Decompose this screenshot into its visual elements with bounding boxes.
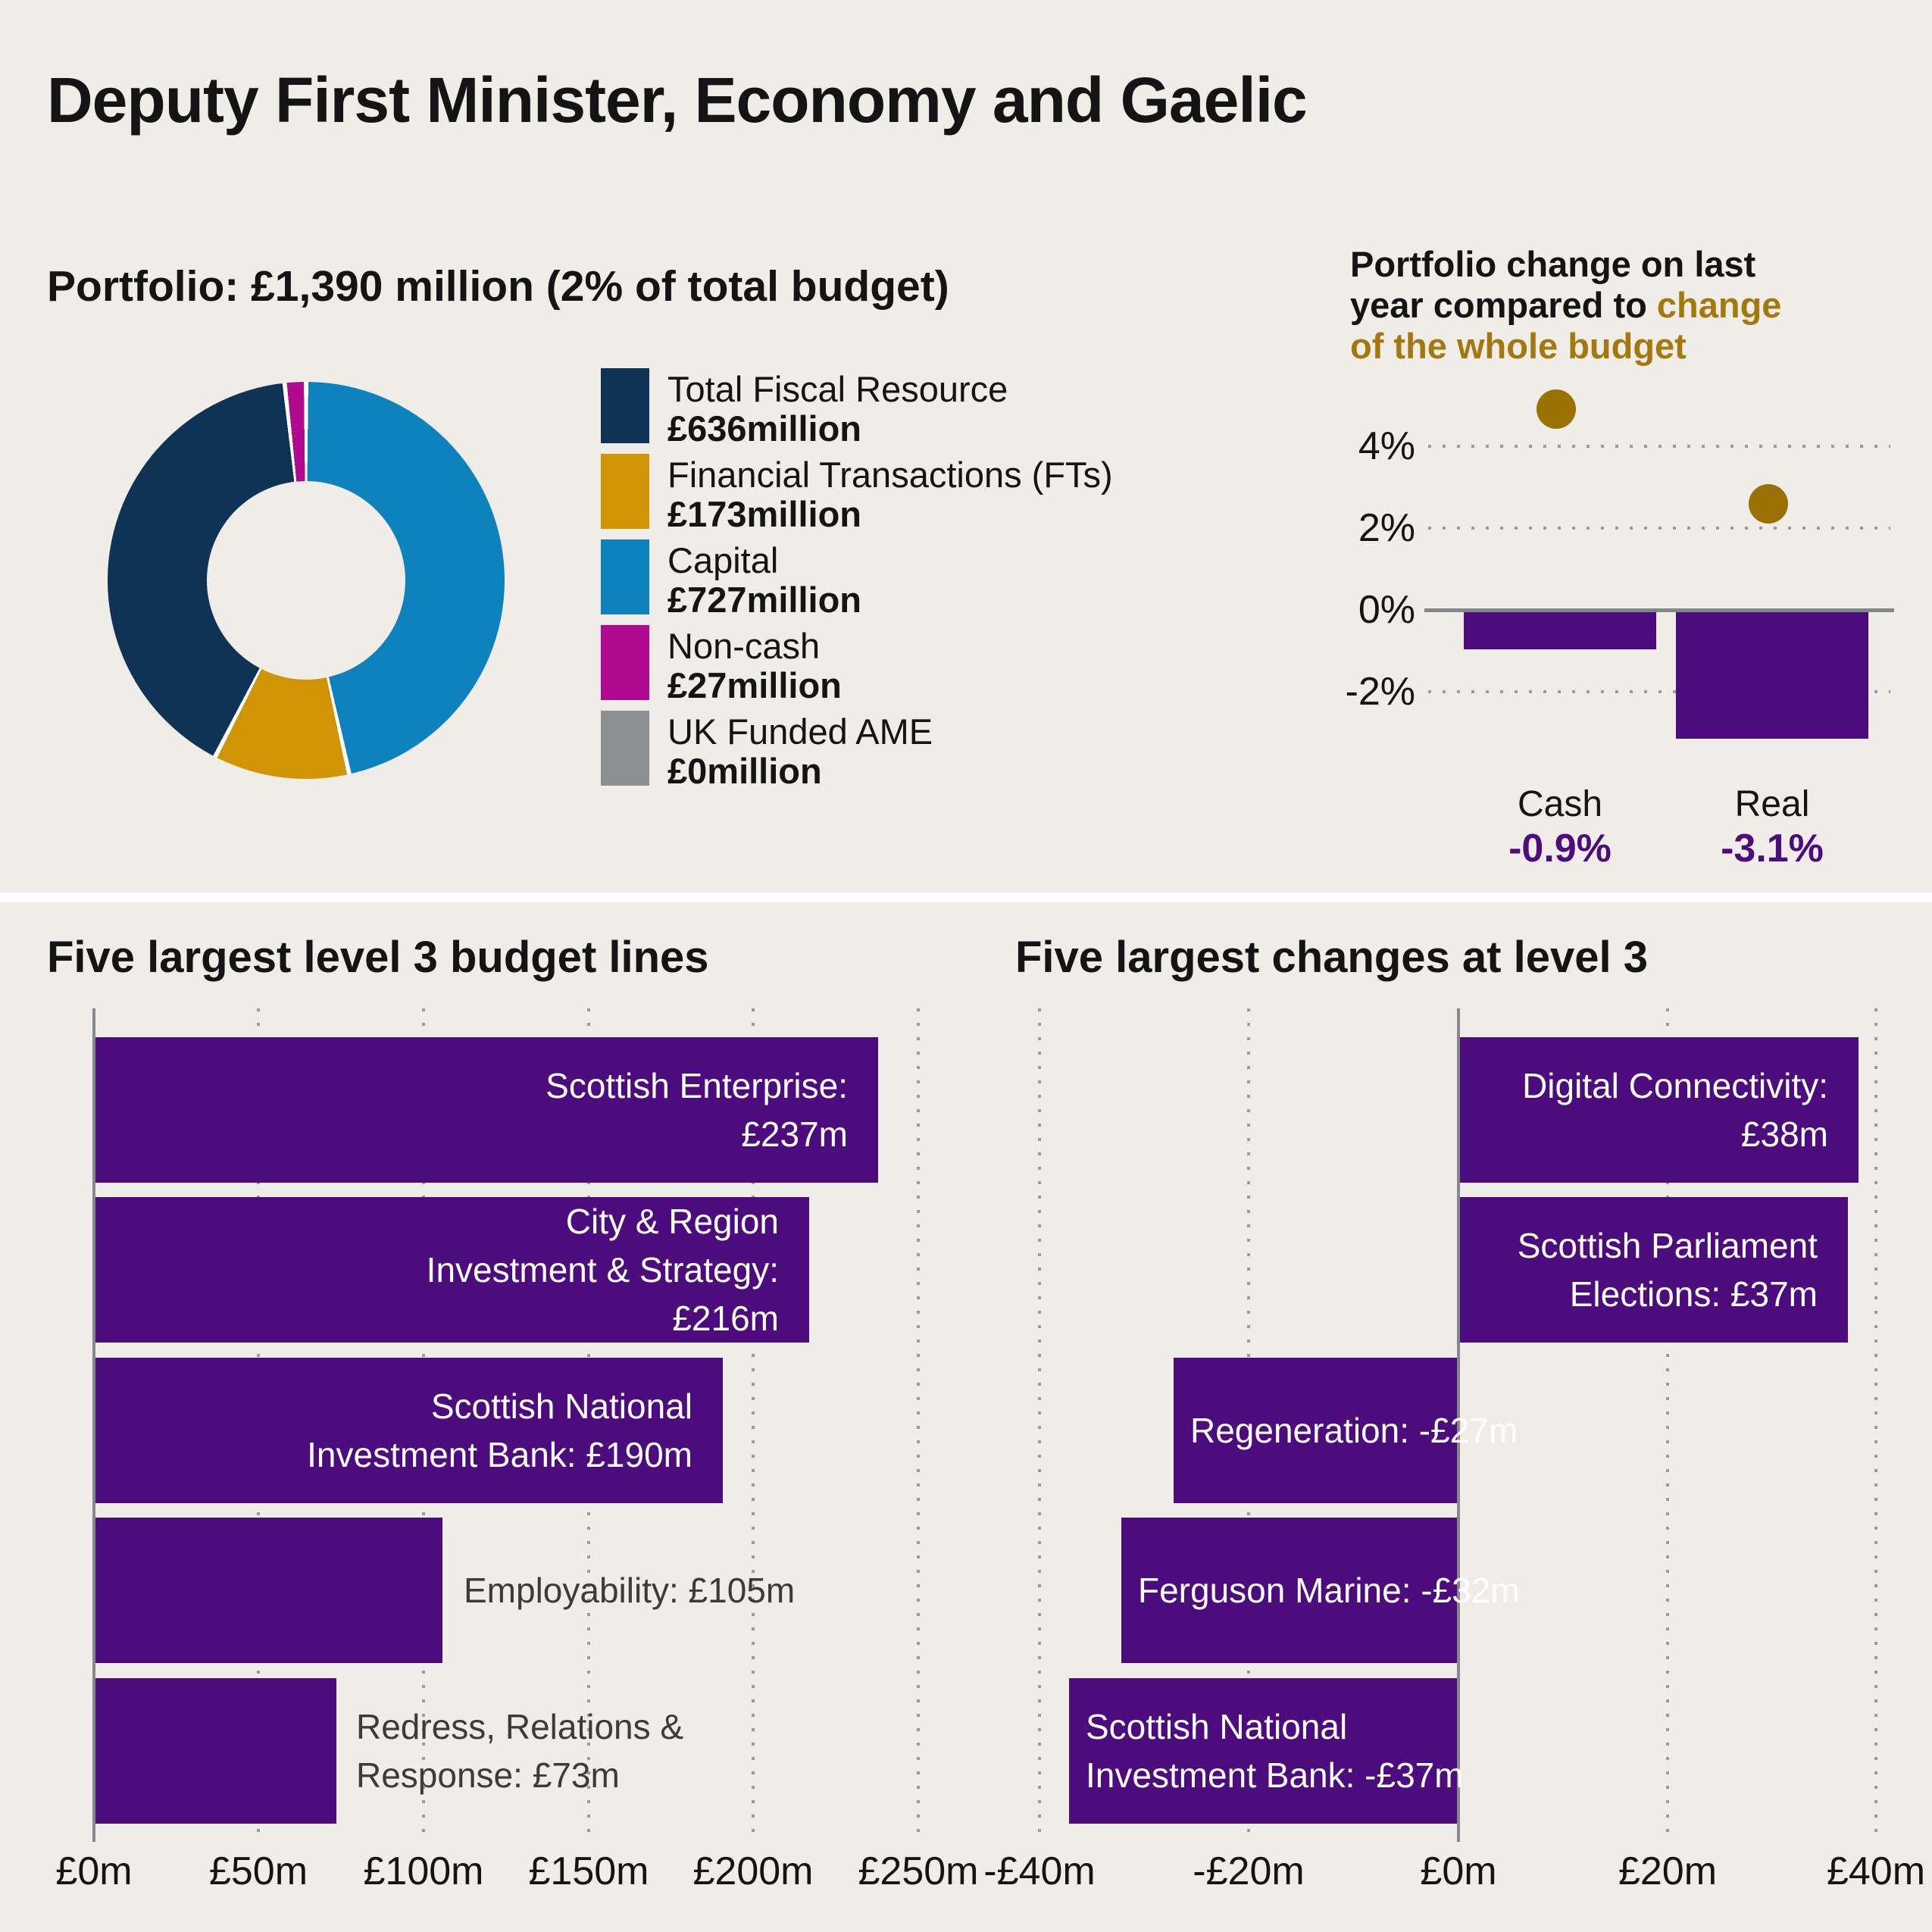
change-level3-bar: Regeneration: -£27m (1174, 1358, 1518, 1503)
x-tick-label: £200m (692, 1849, 814, 1893)
gridline (1666, 1008, 1669, 1842)
gridline (1874, 1008, 1877, 1842)
change-chart-title-line2-gold: change (1656, 285, 1782, 325)
bar-label-line: Scottish National (1086, 1707, 1348, 1746)
zero-axis (1457, 1008, 1460, 1842)
zero-axis (92, 1008, 95, 1842)
bar-outside-label: Employability: £105m (464, 1571, 796, 1610)
donut-hole (207, 481, 405, 680)
bar-label-line: Scottish Enterprise: (546, 1066, 848, 1105)
legend-item: UK Funded AME £0million (601, 711, 1113, 791)
legend-label: Non-cash (667, 626, 821, 666)
gridline (1428, 690, 1890, 693)
section-divider (0, 893, 1932, 902)
category-label: Cash (1517, 784, 1603, 824)
legend-value: £727million (667, 580, 861, 620)
right-chart-heading: Five largest changes at level 3 (1015, 933, 1648, 982)
gridline (917, 1008, 920, 1842)
change-bar (1464, 612, 1656, 649)
legend-item: Total Fiscal Resource £636million (601, 368, 1113, 449)
x-tick-label: £50m (208, 1849, 308, 1893)
legend-value: £0million (667, 751, 822, 791)
page-title: Deputy First Minister, Economy and Gaeli… (47, 64, 1308, 136)
bar-label-line: Regeneration: -£27m (1190, 1411, 1518, 1450)
budget-change-dot (1537, 389, 1576, 430)
bar-label-line: Ferguson Marine: -£32m (1138, 1571, 1520, 1610)
change-value-label: -0.9% (1508, 827, 1612, 871)
y-tick-label: 0% (1358, 588, 1415, 632)
change-chart-title-line1: Portfolio change on last (1350, 244, 1756, 284)
change-bar (1676, 612, 1868, 739)
gridline (1428, 527, 1890, 530)
x-tick-label: -£20m (1193, 1849, 1305, 1893)
y-tick-label: -2% (1345, 670, 1415, 714)
x-tick-label: £0m (1420, 1849, 1497, 1893)
bar-label-line: Scottish Parliament (1517, 1226, 1818, 1265)
level3-bar (95, 1678, 336, 1824)
bar-label-line: Digital Connectivity: (1522, 1066, 1828, 1105)
legend-label: Total Fiscal Resource (667, 369, 1008, 409)
y-tick-label: 4% (1358, 424, 1415, 468)
x-tick-label: £150m (528, 1849, 649, 1893)
level3-bar: Scottish Enterprise: £237m (95, 1037, 878, 1183)
legend-value: £636million (667, 408, 861, 449)
change-level3-bar: Ferguson Marine: -£32m (1121, 1518, 1520, 1663)
bar-label-line: Redress, Relations & (356, 1707, 684, 1746)
bar-label-line: City & Region (565, 1202, 779, 1241)
budget-change-dot (1749, 483, 1788, 524)
change-level3-bar: Scottish Parliament Elections: £37m (1460, 1197, 1848, 1343)
change-chart-title: Portfolio change on last year compared t… (1350, 244, 1932, 367)
bar-label-line: £237m (741, 1114, 848, 1154)
x-tick-label: £0m (55, 1849, 133, 1893)
legend-swatch (601, 539, 649, 614)
bar-label-line: Elections: £37m (1569, 1274, 1818, 1314)
zero-axis (1424, 608, 1894, 612)
legend-label: Capital (667, 540, 779, 580)
x-tick-label: £250m (858, 1849, 979, 1893)
bar-label-line: Investment Bank: £190m (307, 1435, 692, 1474)
bar-label-line: £38m (1740, 1114, 1828, 1154)
change-chart-title-line3: of the whole budget (1350, 326, 1687, 366)
change-level3-bar: Digital Connectivity: £38m (1460, 1037, 1859, 1183)
x-tick-label: -£40m (983, 1849, 1096, 1893)
legend-swatch (601, 368, 649, 443)
change-value-label: -3.1% (1721, 827, 1824, 871)
legend-item: Non-cash £27million (601, 625, 1113, 705)
legend-swatch (601, 711, 649, 786)
gridline (752, 1008, 755, 1842)
gridline (1038, 1008, 1041, 1842)
level3-bar (95, 1518, 442, 1663)
x-tick-label: £100m (363, 1849, 484, 1893)
change-chart-title-line2-black: year compared to (1350, 285, 1657, 325)
category-label: Real (1734, 784, 1810, 824)
bar-label-line: Investment Bank: -£37m (1086, 1755, 1464, 1795)
legend-swatch (601, 454, 649, 529)
donut-legend: Total Fiscal Resource £636million Financ… (601, 368, 1113, 796)
legend-value: £27million (667, 665, 842, 705)
left-chart-heading: Five largest level 3 budget lines (47, 933, 709, 982)
legend-label: UK Funded AME (667, 711, 933, 752)
bar-outside-label: Redress, Relations & Response: £73m (356, 1702, 683, 1799)
x-tick-label: £20m (1618, 1849, 1718, 1893)
change-level3-bar: Scottish National Investment Bank: -£37m (1069, 1678, 1464, 1824)
gridline (1428, 445, 1890, 448)
level3-bar: City & Region Investment & Strategy: £21… (95, 1197, 809, 1343)
legend-label: Financial Transactions (FTs) (667, 455, 1113, 495)
legend-swatch (601, 625, 649, 700)
bar-label-line: Response: £73m (356, 1755, 620, 1795)
portfolio-heading: Portfolio: £1,390 million (2% of total b… (47, 262, 949, 311)
bar-label-line: Investment & Strategy: (426, 1250, 779, 1290)
x-tick-label: £40m (1826, 1849, 1926, 1893)
legend-item: Capital £727million (601, 539, 1113, 620)
bar-label-line: £216m (672, 1299, 779, 1338)
legend-item: Financial Transactions (FTs) £173million (601, 454, 1113, 534)
y-tick-label: 2% (1358, 506, 1415, 550)
bar-label-line: Scottish National (430, 1386, 692, 1426)
donut-chart (108, 382, 505, 779)
legend-value: £173million (667, 494, 861, 534)
level3-bar: Scottish National Investment Bank: £190m (95, 1358, 723, 1503)
